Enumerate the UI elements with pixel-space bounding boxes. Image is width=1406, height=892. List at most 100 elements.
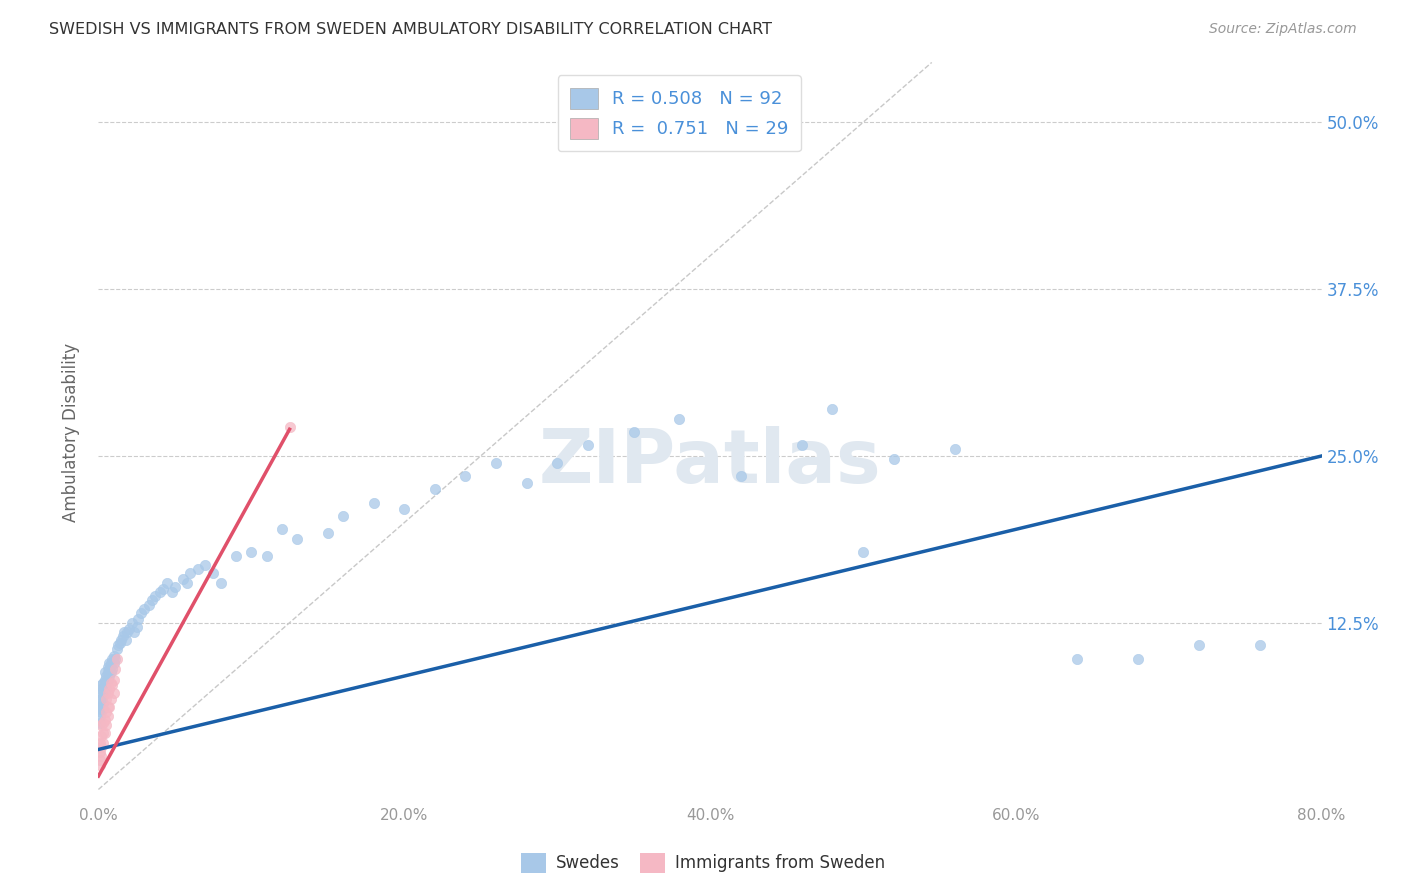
Point xyxy=(546,456,568,470)
Point xyxy=(101,678,124,692)
Point xyxy=(112,625,135,640)
Point xyxy=(156,575,179,590)
Y-axis label: Ambulatory Disability: Ambulatory Disability xyxy=(62,343,80,522)
Point xyxy=(134,602,156,616)
Point xyxy=(127,612,149,626)
Point xyxy=(91,736,114,750)
Point xyxy=(89,753,111,767)
Point xyxy=(278,419,301,434)
Point xyxy=(121,615,143,630)
Point xyxy=(149,585,172,599)
Point xyxy=(332,508,354,523)
Point xyxy=(576,438,599,452)
Point xyxy=(160,585,183,599)
Point xyxy=(110,633,132,648)
Point xyxy=(883,451,905,466)
Point xyxy=(97,659,120,673)
Point xyxy=(89,745,111,759)
Point xyxy=(91,682,114,697)
Point xyxy=(363,496,385,510)
Point xyxy=(179,566,201,581)
Point xyxy=(93,678,115,692)
Point xyxy=(129,607,152,621)
Point xyxy=(103,656,125,670)
Point xyxy=(138,599,160,613)
Point xyxy=(108,636,131,650)
Point xyxy=(1249,639,1271,653)
Point xyxy=(94,691,117,706)
Legend: Swedes, Immigrants from Sweden: Swedes, Immigrants from Sweden xyxy=(515,847,891,880)
Point xyxy=(107,639,129,653)
Point xyxy=(152,582,174,597)
Point xyxy=(98,662,121,676)
Text: ZIPatlas: ZIPatlas xyxy=(538,425,882,499)
Point xyxy=(90,682,112,697)
Point xyxy=(94,669,117,683)
Point xyxy=(125,620,148,634)
Point xyxy=(97,665,120,679)
Point xyxy=(176,575,198,590)
Point xyxy=(90,729,112,743)
Point xyxy=(122,625,145,640)
Point xyxy=(225,549,247,563)
Point xyxy=(1188,639,1211,653)
Point xyxy=(100,675,122,690)
Point xyxy=(91,675,114,690)
Point xyxy=(163,580,186,594)
Point xyxy=(93,713,115,727)
Point xyxy=(93,686,115,700)
Point xyxy=(97,699,120,714)
Point xyxy=(91,726,114,740)
Point xyxy=(111,629,134,643)
Point xyxy=(423,483,446,497)
Point xyxy=(821,402,844,417)
Point xyxy=(454,469,477,483)
Point xyxy=(98,682,121,697)
Point xyxy=(392,502,416,516)
Point xyxy=(90,718,112,732)
Point xyxy=(89,758,111,772)
Legend: R = 0.508   N = 92, R =  0.751   N = 29: R = 0.508 N = 92, R = 0.751 N = 29 xyxy=(558,75,801,151)
Point xyxy=(105,651,128,665)
Point xyxy=(115,633,138,648)
Point xyxy=(91,689,114,703)
Point xyxy=(91,715,114,730)
Point xyxy=(89,715,111,730)
Point xyxy=(100,691,122,706)
Point xyxy=(316,526,339,541)
Point xyxy=(97,673,120,687)
Point xyxy=(90,686,112,700)
Point xyxy=(103,648,125,663)
Point xyxy=(240,545,263,559)
Point xyxy=(90,691,112,706)
Point xyxy=(1066,651,1088,665)
Point xyxy=(101,662,124,676)
Point xyxy=(202,566,225,581)
Point xyxy=(623,425,645,439)
Point xyxy=(209,575,232,590)
Point xyxy=(187,562,209,576)
Point xyxy=(104,662,127,676)
Point xyxy=(256,549,278,563)
Point xyxy=(485,456,508,470)
Point xyxy=(141,593,163,607)
Point xyxy=(97,686,120,700)
Point xyxy=(100,656,122,670)
Point xyxy=(103,686,125,700)
Point xyxy=(516,475,538,490)
Point xyxy=(790,438,813,452)
Text: SWEDISH VS IMMIGRANTS FROM SWEDEN AMBULATORY DISABILITY CORRELATION CHART: SWEDISH VS IMMIGRANTS FROM SWEDEN AMBULA… xyxy=(49,22,772,37)
Point xyxy=(270,522,292,536)
Point xyxy=(93,726,115,740)
Point xyxy=(94,718,117,732)
Point xyxy=(104,651,127,665)
Point xyxy=(90,699,112,714)
Point xyxy=(98,699,121,714)
Point xyxy=(103,673,125,687)
Point xyxy=(117,625,139,640)
Point xyxy=(194,558,217,573)
Point xyxy=(100,665,122,679)
Point xyxy=(89,736,111,750)
Point xyxy=(285,532,308,546)
Point xyxy=(91,696,114,710)
